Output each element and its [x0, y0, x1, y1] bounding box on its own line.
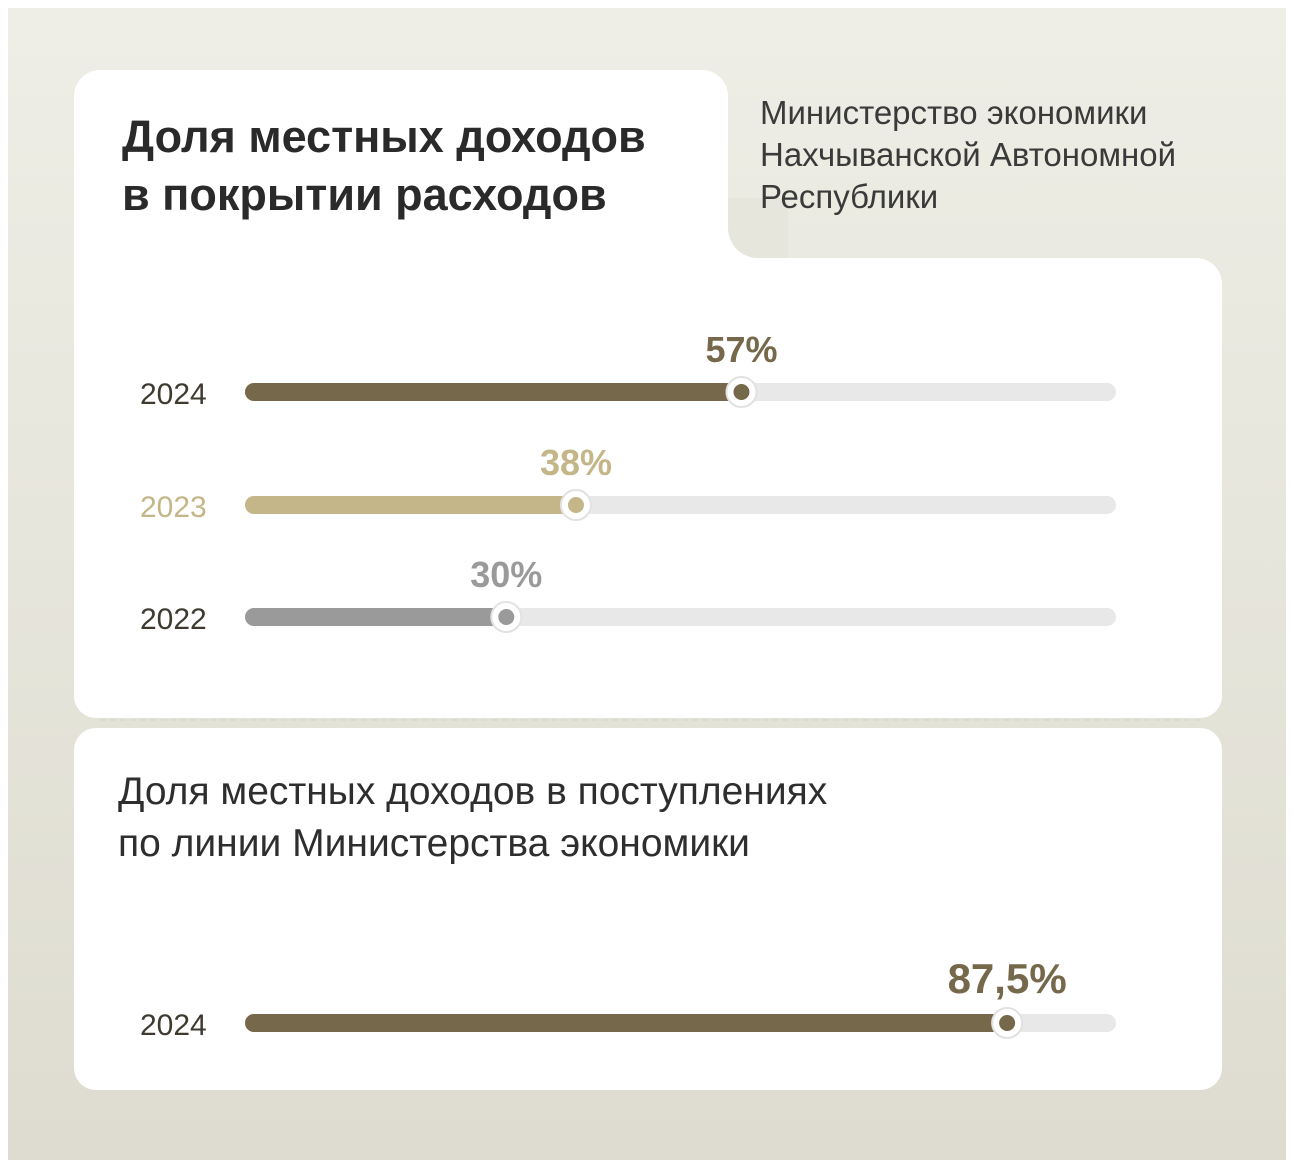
- category-label-2024: 2024: [140, 1009, 207, 1042]
- bar-knob-dot: [498, 609, 515, 625]
- corner-cut: [728, 198, 788, 258]
- bar-knob-dot: [567, 497, 584, 513]
- section-2-title-line-1: Доля местных доходов в поступлениях: [118, 770, 828, 813]
- bar-2022-0: [245, 608, 507, 626]
- bar-2024-0: [245, 383, 742, 401]
- source-line-2: Нахчыванской Автономной: [760, 136, 1177, 173]
- main-title: Доля местных доходов в покрытии расходов: [122, 108, 722, 224]
- source-line-1: Министерство экономики: [760, 94, 1148, 131]
- source-line-3: Республики: [760, 178, 939, 215]
- value-label-2022: 30%: [470, 554, 542, 595]
- chart-card-top: [74, 258, 1222, 718]
- bar-2023-0: [245, 496, 576, 514]
- bar-knob-dot: [733, 384, 750, 400]
- title-tab: [74, 70, 728, 290]
- main-title-line-2: в покрытии расходов: [122, 169, 607, 220]
- bar-knob-dot: [999, 1015, 1016, 1031]
- bar-2024-1: [245, 1014, 1008, 1032]
- main-title-line-1: Доля местных доходов: [122, 111, 646, 162]
- value-label-2024: 87,5%: [948, 955, 1067, 1002]
- section-2-title-line-2: по линии Министерства экономики: [118, 822, 750, 865]
- value-label-2023: 38%: [540, 442, 612, 483]
- section-2-title: Доля местных доходов в поступлениях по л…: [118, 766, 1018, 870]
- category-label-2023: 2023: [140, 491, 207, 524]
- dashed-divider: [100, 719, 1200, 721]
- category-label-2022: 2022: [140, 603, 207, 636]
- category-label-2024: 2024: [140, 378, 207, 411]
- value-label-2024: 57%: [705, 329, 777, 370]
- source-text: Министерство экономики Нахчыванской Авто…: [760, 92, 1240, 218]
